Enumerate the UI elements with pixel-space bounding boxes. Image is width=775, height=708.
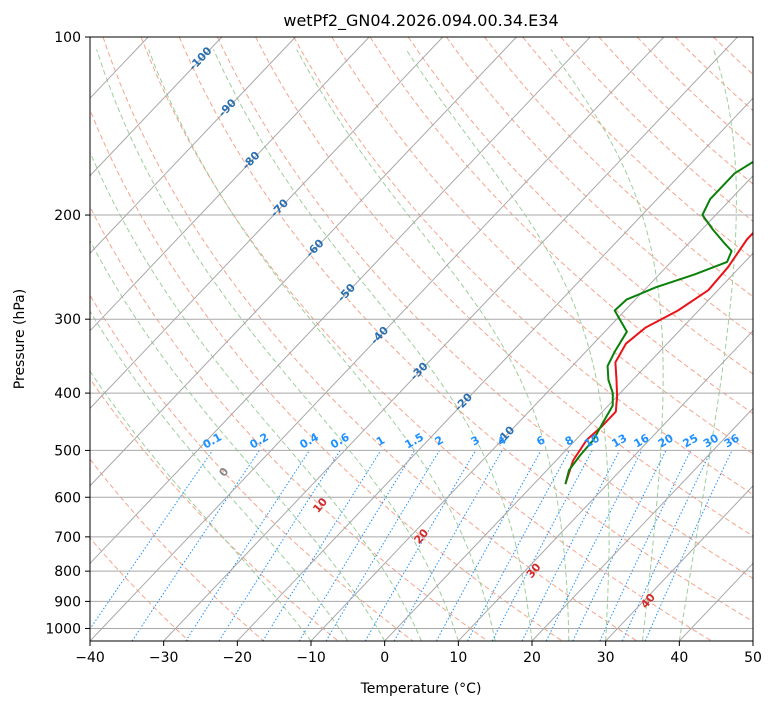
mixing-ratio-line	[545, 450, 643, 641]
mixing-ratio-line	[521, 450, 621, 641]
y-tick-label: 300	[54, 312, 81, 328]
mixing-ratio-line	[393, 450, 503, 641]
moist-adiabat-line	[90, 310, 349, 641]
mixing-ratio-line	[90, 450, 214, 630]
dry-adiabat-line	[407, 37, 753, 375]
x-tick-label: −20	[223, 650, 253, 666]
chart-title: wetPf2_GN04.2026.094.00.34.E34	[283, 11, 558, 31]
y-tick-label: 800	[54, 564, 81, 580]
dry-adiabat-line	[445, 37, 753, 336]
plot-frame	[89, 36, 754, 642]
mixing-ratio-line	[298, 450, 416, 641]
mixing-ratio-line	[621, 450, 712, 641]
dry-adiabat-line	[217, 37, 753, 579]
dry-adiabat-line	[90, 458, 264, 641]
isotherm-line	[90, 37, 223, 177]
x-tick-label: 0	[380, 650, 389, 666]
dry-adiabat-line	[102, 37, 638, 641]
y-axis-label: Pressure (hPa)	[12, 289, 28, 389]
dry-adiabat-line	[178, 37, 753, 622]
mixing-ratio-line	[185, 450, 310, 641]
x-tick-label: −10	[296, 650, 326, 666]
isotherm-line	[531, 407, 753, 641]
isotherm-line	[605, 485, 753, 641]
dry-adiabat-line	[369, 37, 753, 415]
moist-adiabat-line	[405, 49, 610, 641]
moist-adiabat-line	[550, 49, 664, 641]
moist-adiabat-line	[213, 49, 533, 641]
y-tick-label: 600	[54, 490, 81, 506]
x-tick-label: 40	[670, 650, 688, 666]
dry-adiabat-line	[90, 294, 414, 641]
y-tick-label: 900	[54, 594, 81, 610]
moist-adiabat-line	[296, 49, 570, 641]
moist-adiabat-line	[90, 239, 386, 641]
y-tick-label: 1000	[45, 621, 81, 637]
x-tick-label: 50	[744, 650, 762, 666]
isotherm-line	[384, 252, 753, 641]
isotherm-line	[90, 37, 517, 487]
mixing-ratio-line	[218, 450, 341, 641]
isotherm-line	[236, 97, 753, 641]
y-tick-label: 500	[54, 443, 81, 459]
x-tick-label: 30	[597, 650, 615, 666]
isotherm-line	[90, 37, 444, 410]
x-tick-label: 10	[449, 650, 467, 666]
dry-adiabat-line	[90, 108, 563, 641]
dry-adiabat-line	[636, 37, 753, 148]
y-tick-label: 700	[54, 530, 81, 546]
isotherm-line	[90, 37, 665, 641]
dry-adiabat-line	[484, 37, 753, 298]
dry-adiabat-line	[560, 37, 753, 222]
isotherm-line	[310, 175, 753, 641]
x-axis-label: Temperature (°C)	[360, 681, 482, 697]
mixing-ratio-line	[262, 450, 382, 641]
moist-adiabat-line	[96, 49, 459, 641]
moist-adiabat-line	[148, 49, 496, 641]
y-tick-label: 400	[54, 386, 81, 402]
isotherm-line	[90, 37, 370, 332]
y-tick-label: 100	[54, 30, 81, 46]
temperature-profile-line	[564, 231, 753, 485]
mixing-ratio-line	[599, 450, 692, 641]
moist-adiabat-line	[90, 151, 422, 641]
moist-adiabat-line	[678, 49, 737, 641]
isotherm-line	[163, 37, 738, 641]
isotherm-line	[457, 330, 753, 641]
dewpoint-profile-line	[564, 160, 753, 485]
mixing-ratio-line	[572, 450, 667, 641]
mixing-ratio-line	[435, 450, 542, 641]
dry-adiabat-line	[255, 37, 753, 537]
moist-adiabat-line	[90, 370, 312, 641]
isotherm-line	[90, 37, 591, 565]
x-tick-label: −40	[75, 650, 105, 666]
mixing-ratio-line	[467, 450, 571, 641]
isotherm-line	[90, 37, 296, 255]
x-tick-label: 20	[523, 650, 541, 666]
mixing-ratio-line	[131, 450, 260, 641]
x-tick-label: −30	[149, 650, 179, 666]
dry-adiabat-line	[90, 205, 488, 641]
y-tick-label: 200	[54, 208, 81, 224]
dry-adiabat-line	[293, 37, 753, 496]
